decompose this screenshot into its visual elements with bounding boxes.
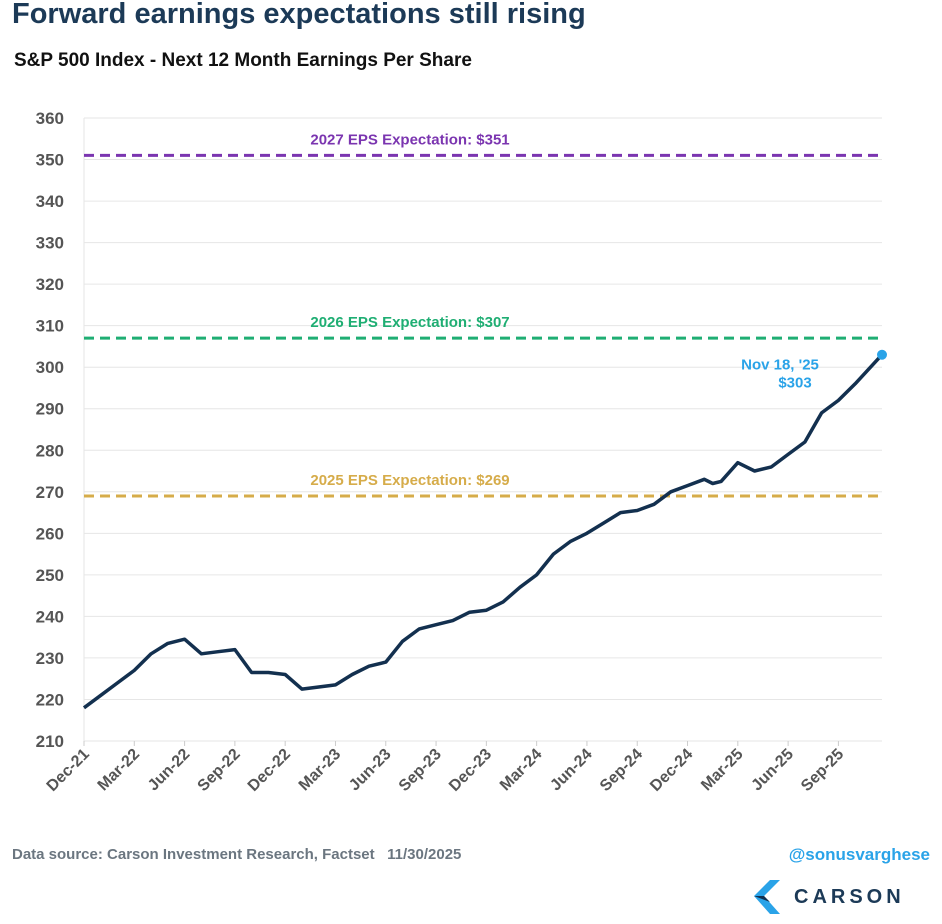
x-tick-label: Dec-21 <box>44 746 93 795</box>
chart-subtitle: S&P 500 Index - Next 12 Month Earnings P… <box>14 50 472 71</box>
x-tick-label: Jun-23 <box>346 746 395 795</box>
y-tick-label: 330 <box>36 234 64 253</box>
y-tick-label: 310 <box>36 317 64 336</box>
y-tick-label: 280 <box>36 441 64 460</box>
y-tick-label: 220 <box>36 690 64 709</box>
y-tick-label: 260 <box>36 524 64 543</box>
x-tick-label: Sep-24 <box>597 746 646 795</box>
y-tick-label: 240 <box>36 607 64 626</box>
annotation-date: Nov 18, '25 <box>741 357 819 374</box>
reference-label: 2026 EPS Expectation: $307 <box>310 314 509 331</box>
annotation-value: $303 <box>778 375 811 392</box>
y-tick-label: 250 <box>36 566 64 585</box>
y-tick-label: 320 <box>36 275 64 294</box>
y-tick-label: 290 <box>36 400 64 419</box>
reference-label: 2027 EPS Expectation: $351 <box>310 131 509 148</box>
y-tick-label: 300 <box>36 358 64 377</box>
y-tick-label: 360 <box>36 109 64 128</box>
x-tick-label: Mar-25 <box>698 746 747 795</box>
line-chart: 210 220 230 240 250 260 270 280 290 300 310 320 330 3… <box>36 109 887 795</box>
x-tick-label: Sep-25 <box>798 746 847 795</box>
y-tick-label: 210 <box>36 732 64 751</box>
carson-logo-icon <box>754 880 780 914</box>
x-tick-label: Mar-22 <box>95 746 144 795</box>
logo-text: CARSON <box>794 885 905 908</box>
y-tick-label: 350 <box>36 151 64 170</box>
x-tick-label: Jun-22 <box>145 746 194 795</box>
x-tick-label: Sep-23 <box>396 746 445 795</box>
x-tick-label: Mar-24 <box>497 746 546 795</box>
x-tick-label: Dec-24 <box>647 746 696 795</box>
y-tick-label: 230 <box>36 649 64 668</box>
x-tick-label: Mar-23 <box>296 746 345 795</box>
x-tick-label: Dec-23 <box>446 746 495 795</box>
x-tick-label: Jun-25 <box>748 746 797 795</box>
x-tick-label: Jun-24 <box>547 746 596 795</box>
eps-line <box>82 353 884 710</box>
data-source: Data source: Carson Investment Research,… <box>12 846 462 863</box>
y-tick-label: 270 <box>36 483 64 502</box>
author-handle[interactable]: @sonusvarghese <box>788 845 930 864</box>
carson-logo: CARSON <box>752 880 905 914</box>
x-tick-label: Dec-22 <box>245 746 294 795</box>
x-tick-label: Sep-22 <box>195 746 244 795</box>
latest-point <box>877 349 887 360</box>
reference-label: 2025 EPS Expectation: $269 <box>310 472 509 489</box>
y-tick-label: 340 <box>36 192 64 211</box>
chart-title: Forward earnings expectations still risi… <box>12 0 586 30</box>
